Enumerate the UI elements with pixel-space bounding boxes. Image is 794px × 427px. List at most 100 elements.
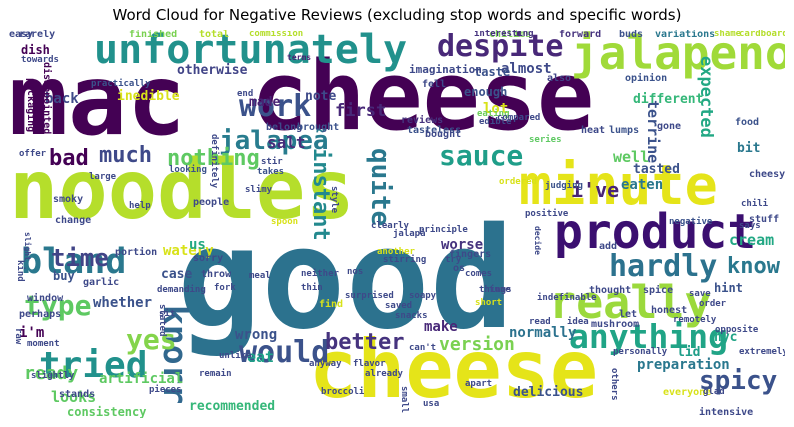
cloud-word: kind [15, 260, 25, 282]
cloud-word: rarely [19, 30, 56, 40]
cloud-word: neither [301, 269, 339, 279]
cloud-word: already [365, 369, 403, 379]
cloud-word: mushroom [591, 319, 640, 330]
cloud-word: remotely [673, 315, 717, 325]
cloud-word: definitely [209, 134, 219, 189]
cloud-word: stirring [383, 255, 427, 265]
cloud-word: ordered [499, 177, 537, 187]
cloud-word: things [479, 285, 512, 295]
cloud-word: pieces [149, 385, 182, 395]
cloud-word: us [189, 237, 206, 253]
cloud-word: version [439, 334, 515, 355]
cloud-word: moment [27, 339, 60, 349]
cloud-word: principle [419, 225, 468, 235]
cloud-word: cream [729, 231, 775, 249]
cloud-word: stuff [749, 214, 780, 225]
cloud-word: note [305, 89, 337, 104]
cloud-word: lot [483, 101, 509, 117]
cloud-word: smoky [53, 194, 84, 205]
cloud-word: despite [437, 30, 564, 64]
cloud-word: save [689, 289, 711, 299]
cloud-word: stands [59, 389, 96, 400]
cloud-word: cheese [251, 42, 595, 152]
cloud-word: surprised [345, 291, 394, 301]
cloud-word: bland [21, 242, 127, 282]
cloud-word: fork [214, 283, 236, 293]
cloud-word: buy [53, 269, 75, 283]
cloud-word: shame [714, 30, 742, 39]
cloud-word: another [377, 247, 415, 257]
cloud-word: finished [129, 30, 178, 40]
cloud-word: cheese [309, 323, 598, 416]
cloud-word: remain [199, 369, 232, 379]
cloud-word: anything [569, 317, 728, 356]
cloud-word: also [547, 73, 572, 84]
cloud-word: product [554, 204, 757, 260]
cloud-word: glad [703, 387, 725, 397]
cloud-word: stir [261, 157, 283, 167]
cloud-word: bit [737, 141, 761, 156]
cloud-word: compared [497, 113, 541, 123]
cloud-word: decide [533, 226, 542, 255]
cloud-word: help [129, 201, 151, 211]
cloud-word: preparation [637, 357, 730, 373]
cloud-word: hardly [609, 249, 718, 284]
cloud-word: apart [465, 379, 493, 389]
cloud-word: inedible [117, 89, 180, 104]
cloud-word: practically [91, 79, 151, 89]
cloud-word: lid [677, 345, 701, 360]
cloud-word: enough [464, 85, 508, 99]
cloud-word: spoon [271, 217, 299, 227]
cloud-word: slight [23, 232, 32, 261]
cloud-word: time [51, 244, 109, 272]
cloud-word: os [453, 263, 466, 274]
cloud-word: chili [741, 199, 769, 209]
cloud-word: takes [257, 167, 285, 177]
cloud-word: sorry [193, 253, 224, 264]
cloud-word: well [613, 148, 650, 166]
cloud-word: edible [479, 117, 512, 127]
cloud-word: terms [287, 53, 312, 62]
cloud-word: raw [13, 328, 23, 345]
cloud-word: nyc [714, 330, 738, 345]
cloud-word: minute [519, 153, 718, 217]
cloud-word: nothing [167, 146, 260, 171]
cloud-word: order [699, 299, 727, 309]
cloud-word: variations [655, 30, 716, 40]
cloud-word: wrong [235, 327, 278, 343]
cloud-word: jalapeã [219, 126, 329, 156]
cloud-word: almost [501, 61, 552, 77]
word-cloud: mac cheese noodles good cheese minute product u… [9, 30, 785, 418]
cloud-word: fingers [449, 249, 492, 260]
cloud-word: indefinable [537, 293, 597, 303]
cloud-word: intensive [699, 407, 754, 418]
cloud-word: imagination [409, 63, 482, 76]
cloud-word: says [739, 221, 761, 231]
cloud-word: unlike [219, 351, 252, 361]
cloud-word: worse [441, 237, 484, 253]
cloud-word: cheesy [749, 169, 785, 180]
cloud-word: tried [39, 345, 148, 386]
cloud-word: offer [19, 149, 47, 159]
cloud-word: work [239, 89, 312, 124]
cloud-word: dish [21, 43, 50, 57]
cloud-word: slightly [31, 371, 75, 381]
cloud-word: can't [409, 343, 437, 353]
cloud-word: thin [301, 283, 323, 293]
cloud-word: brought [297, 122, 340, 133]
cloud-word: find [319, 299, 344, 310]
cloud-word: people [193, 197, 230, 208]
cloud-word: small [399, 386, 409, 414]
cloud-word: read [529, 317, 551, 327]
cloud-word: chilies [489, 30, 532, 40]
cloud-word: bought [425, 129, 462, 140]
cloud-word: belong [266, 122, 303, 133]
cloud-word: saved [385, 301, 413, 311]
cloud-word: end [237, 89, 254, 99]
cloud-word: mac [9, 44, 187, 158]
cloud-word: quite [365, 148, 395, 227]
cloud-word: artificial [99, 371, 184, 387]
cloud-word: fell [422, 79, 447, 90]
cloud-word: made [249, 95, 281, 110]
